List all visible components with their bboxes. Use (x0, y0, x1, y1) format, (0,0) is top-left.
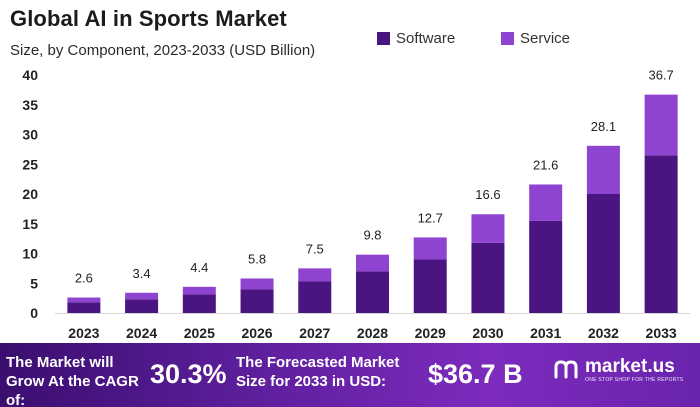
data-label-total-2027: 7.5 (306, 241, 324, 256)
brand[interactable]: market.us ONE STOP SHOP FOR THE REPORTS (553, 357, 684, 383)
legend-item-service: Service (501, 30, 570, 47)
x-tick-label-2030: 2030 (472, 325, 503, 341)
bar-service-2030 (471, 214, 505, 243)
brand-name: market.us (585, 356, 675, 377)
y-tick-label: 20 (22, 186, 38, 202)
chart-subtitle: Size, by Component, 2023-2033 (USD Billi… (10, 42, 316, 59)
y-tick-label: 30 (22, 127, 38, 143)
bar-software-2028 (356, 271, 389, 313)
x-tick-label-2032: 2032 (588, 325, 619, 341)
y-tick-label: 5 (30, 275, 38, 291)
x-tick-label-2031: 2031 (530, 325, 561, 341)
y-tick-label: 0 (30, 305, 38, 321)
legend-label-service: Service (520, 30, 571, 47)
bar-software-2023 (67, 302, 101, 313)
bar-software-2027 (298, 281, 332, 313)
x-tick-label-2033: 2033 (646, 325, 677, 341)
x-tick-label-2029: 2029 (415, 325, 446, 341)
data-label-total-2024: 3.4 (133, 266, 151, 281)
x-tick-label-2023: 2023 (68, 325, 99, 341)
x-tick-label-2026: 2026 (241, 325, 272, 341)
bar-service-2025 (182, 286, 216, 295)
bar-software-2032 (586, 194, 620, 313)
data-label-total-2030: 16.6 (475, 187, 500, 202)
legend-swatch-service (501, 32, 514, 45)
bar-service-2031 (529, 184, 563, 221)
bar-service-2024 (125, 292, 159, 300)
data-label-total-2023: 2.6 (75, 271, 93, 286)
summary-banner: The Market will Grow At the CAGR of: 30.… (0, 343, 700, 407)
bar-software-2030 (471, 242, 505, 313)
x-tick-label-2028: 2028 (357, 325, 388, 341)
data-label-total-2028: 9.8 (363, 228, 381, 243)
brand-tagline: ONE STOP SHOP FOR THE REPORTS (585, 377, 684, 383)
data-label-total-2033: 36.7 (648, 68, 673, 83)
x-tick-label-2025: 2025 (184, 325, 215, 341)
bar-software-2025 (182, 294, 216, 313)
y-tick-label: 35 (22, 97, 38, 113)
bar-service-2027 (298, 268, 332, 282)
bar-software-2024 (125, 299, 159, 313)
y-tick-label: 25 (22, 156, 38, 172)
y-tick-label: 15 (22, 216, 38, 232)
chart-title: Global AI in Sports Market (10, 6, 287, 31)
bar-software-2031 (529, 220, 563, 313)
bar-service-2023 (67, 297, 101, 303)
legend-item-software: Software (377, 30, 455, 47)
forecast-caption: The Forecasted Market Size for 2033 in U… (236, 354, 400, 390)
x-tick-label-2024: 2024 (126, 325, 157, 341)
bar-service-2026 (240, 278, 274, 290)
bar-service-2029 (413, 237, 447, 260)
legend-swatch-software (377, 32, 390, 45)
x-tick-label-2027: 2027 (299, 325, 330, 341)
y-tick-label: 10 (22, 246, 38, 262)
bar-software-2029 (413, 259, 447, 313)
bar-service-2032 (586, 145, 620, 194)
legend-label-software: Software (396, 30, 456, 47)
bar-service-2033 (644, 94, 678, 156)
forecast-value: $36.7 B (428, 359, 523, 389)
y-tick-label: 40 (22, 67, 38, 83)
market-us-logo-icon (554, 360, 578, 379)
chart-svg: 05101520253035402.620233.420244.420255.8… (22, 67, 690, 341)
bar-software-2033 (644, 155, 678, 313)
cagr-value: 30.3% (150, 359, 227, 389)
data-label-total-2031: 21.6 (533, 157, 558, 172)
data-label-total-2025: 4.4 (190, 260, 208, 275)
bar-service-2028 (356, 254, 389, 272)
bar-software-2026 (240, 289, 274, 313)
data-label-total-2026: 5.8 (248, 251, 266, 266)
data-label-total-2029: 12.7 (418, 210, 443, 225)
data-label-total-2032: 28.1 (591, 119, 616, 134)
cagr-caption: The Market will Grow At the CAGR of: (6, 354, 139, 407)
